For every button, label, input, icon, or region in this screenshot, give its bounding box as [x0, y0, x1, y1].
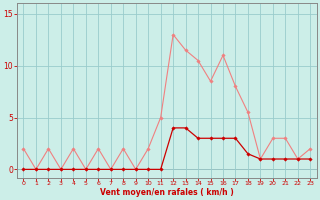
X-axis label: Vent moyen/en rafales ( km/h ): Vent moyen/en rafales ( km/h ) — [100, 188, 234, 197]
